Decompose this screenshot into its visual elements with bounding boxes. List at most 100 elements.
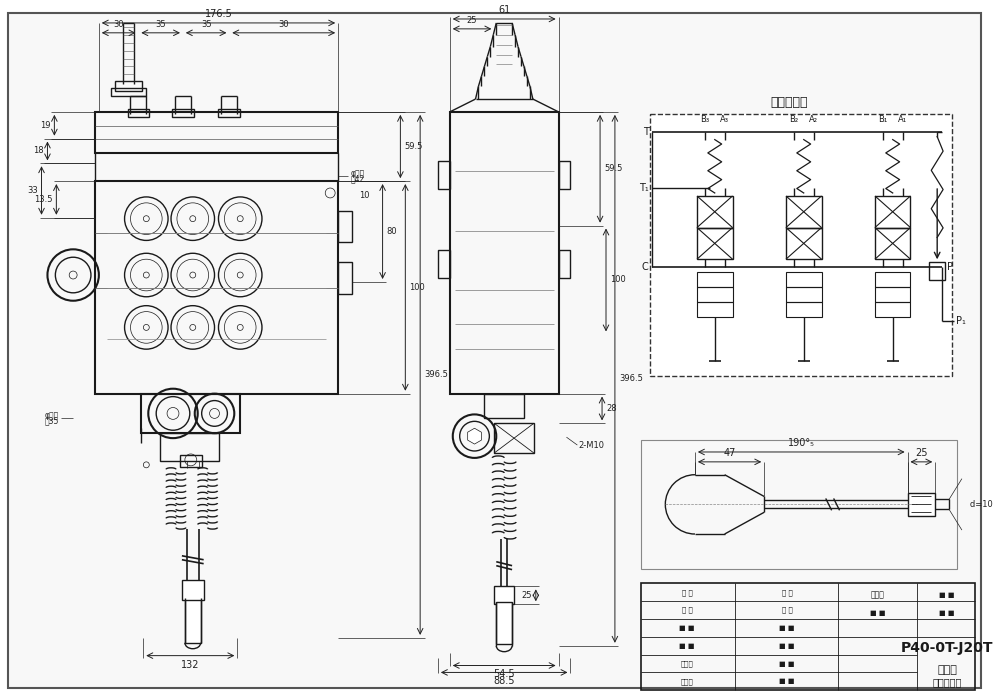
Bar [438,161,450,189]
Bar [875,287,910,302]
Text: ■ ■: ■ ■ [939,610,955,616]
Text: 100: 100 [610,275,626,284]
Text: 33: 33 [27,186,38,195]
Text: B₁: B₁ [878,115,887,124]
Text: A₃: A₃ [720,115,729,124]
Bar [908,493,935,517]
Bar [559,161,570,189]
Text: 18: 18 [33,147,43,155]
Bar [650,114,952,376]
Bar [180,455,202,467]
Text: 多路阀: 多路阀 [937,665,957,675]
Text: 工程师: 工程师 [681,678,693,684]
Bar [484,394,524,419]
Bar [95,181,338,394]
Bar [786,272,822,287]
Text: 规 格: 规 格 [682,607,692,614]
Text: ■ ■: ■ ■ [679,625,695,631]
Text: 10: 10 [359,192,369,201]
Bar [697,228,733,259]
Text: 工程师: 工程师 [681,661,693,667]
Bar [875,228,910,259]
Text: A₁: A₁ [898,115,907,124]
Text: 47: 47 [723,448,736,458]
Bar [786,287,822,302]
Bar [494,586,514,604]
Bar [338,211,352,243]
Text: 59.5: 59.5 [404,142,423,151]
Text: P₁: P₁ [956,317,966,326]
Text: ■ ■: ■ ■ [939,592,955,598]
Bar [185,598,201,643]
Text: 2-M10: 2-M10 [578,440,604,449]
Text: 图纸号: 图纸号 [871,591,885,600]
Bar [786,196,822,228]
Text: P: P [947,262,953,272]
Text: B₂: B₂ [789,115,798,124]
Bar [641,440,957,568]
Text: 35: 35 [201,20,211,29]
Bar [160,433,219,461]
Text: d=10: d=10 [962,500,993,509]
Bar [786,302,822,317]
Text: ■ ■: ■ ■ [779,678,795,684]
Text: ■ ■: ■ ■ [679,643,695,649]
Bar [786,228,822,259]
Bar [641,584,975,690]
Bar [697,272,733,287]
Text: ■ ■: ■ ■ [779,661,795,667]
Text: 30: 30 [113,20,124,29]
Text: T: T [643,127,649,137]
Bar [111,88,146,96]
Text: P40-0T-J20T: P40-0T-J20T [901,641,993,655]
Text: 190°₅: 190°₅ [788,438,815,448]
Text: 图 号: 图 号 [782,607,792,614]
Text: 数 量: 数 量 [682,589,692,596]
Text: 30: 30 [278,20,289,29]
Text: 132: 132 [181,660,200,670]
Bar [875,302,910,317]
Text: 高42: 高42 [351,175,365,184]
Text: ■ ■: ■ ■ [870,610,886,616]
Text: φ螺孔: φ螺孔 [45,411,59,420]
Text: 396.5: 396.5 [424,370,448,380]
Bar [218,109,240,117]
Bar [559,250,570,278]
Text: 54.5: 54.5 [493,670,515,679]
Text: 35: 35 [155,20,166,29]
Bar [182,580,204,600]
Text: 高35: 高35 [45,417,59,426]
Text: 59.5: 59.5 [604,164,622,173]
Bar [496,603,512,644]
Text: 图 号: 图 号 [782,589,792,596]
Bar [141,394,240,433]
Bar [494,424,534,453]
Text: ■ ■: ■ ■ [779,625,795,631]
Text: 液压原理图: 液压原理图 [770,96,808,108]
Bar [875,196,910,228]
Text: 80: 80 [387,227,397,236]
Text: 19: 19 [40,121,50,130]
Text: 25: 25 [915,448,928,458]
Polygon shape [468,428,481,444]
Bar [697,302,733,317]
Text: 25: 25 [467,16,477,25]
Bar [95,112,338,153]
Text: 外型尺寸图: 外型尺寸图 [932,677,962,687]
Text: 100: 100 [409,283,425,292]
Text: 25: 25 [521,591,532,600]
Bar [438,250,450,278]
Bar [697,287,733,302]
Text: 28: 28 [606,404,617,413]
Text: 61: 61 [498,5,510,15]
Bar [172,109,194,117]
Text: ■ ■: ■ ■ [779,643,795,649]
Text: B₃: B₃ [700,115,709,124]
Text: φ螺孔: φ螺孔 [351,168,365,178]
Text: C: C [642,262,649,272]
Bar [875,272,910,287]
Text: 88.5: 88.5 [493,677,515,686]
Text: T₁: T₁ [639,183,649,193]
Bar [697,196,733,228]
Text: 176.5: 176.5 [205,9,232,19]
